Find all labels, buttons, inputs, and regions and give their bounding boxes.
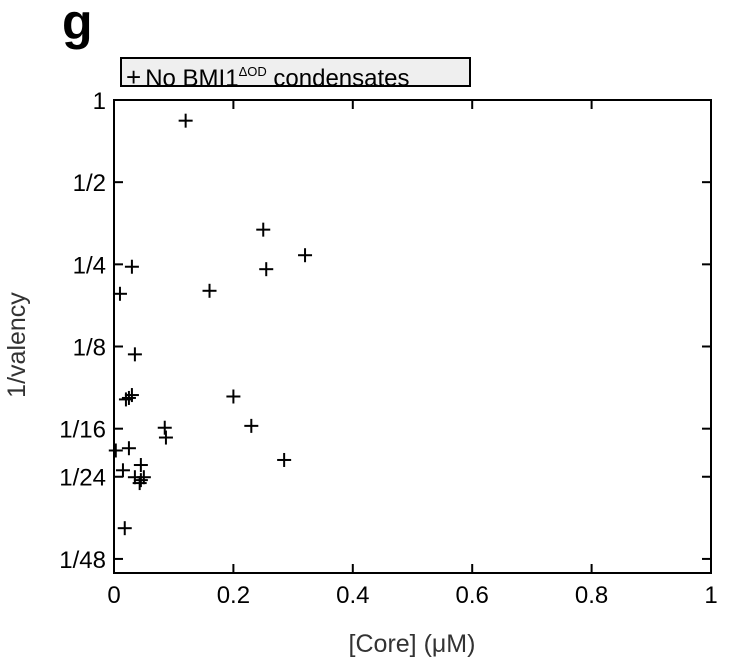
legend-superscript: ΔOD [238,64,267,79]
data-point [158,430,173,445]
y-tick-label: 1/24 [59,465,106,492]
legend-text: No BMI1 [145,65,239,92]
data-point [244,418,259,433]
legend-box: + No BMI1ΔOD condensates [120,57,471,92]
data-point [115,463,130,478]
y-tick-label: 1/2 [73,170,106,197]
x-tick-label: 0.6 [456,582,489,609]
data-point [178,113,193,128]
y-tick-label: 1/48 [59,547,106,574]
panel-label: g [62,0,93,50]
data-point [259,262,274,277]
data-point [121,441,136,456]
y-tick-label: 1 [93,88,106,115]
x-tick-label: 0.2 [217,582,250,609]
y-tick-label: 1/16 [59,417,106,444]
data-point [117,521,132,536]
data-points [108,113,313,536]
data-point [133,458,148,473]
data-point [277,452,292,467]
data-point [157,420,172,435]
x-tick-label: 0.4 [336,582,369,609]
plot-area [113,99,712,574]
axis-ticks [113,99,712,573]
data-point [298,248,313,263]
data-point [133,473,148,488]
data-point [226,389,241,404]
data-point [256,222,271,237]
data-point [127,347,142,362]
legend-text-end: condensates [266,65,410,92]
data-point [112,286,127,301]
x-tick-label: 1 [704,582,717,609]
axis-tick-labels: 0 0.2 0.4 0.6 0.8 1 1 1/2 1/4 1/8 1/16 1/24 1/48 [59,88,717,609]
data-point [124,259,139,274]
data-point [132,476,147,491]
data-point [202,283,217,298]
y-tick-label: 1/4 [73,252,106,279]
data-point [108,443,123,458]
data-point [118,392,133,407]
legend-marker: + [126,62,142,92]
data-point [121,390,136,405]
y-tick-label: 1/8 [73,335,106,362]
x-axis-label: [Core] (μM) [349,630,476,658]
y-axis-label: 1/valency [3,292,31,398]
x-tick-label: 0 [107,582,120,609]
x-tick-label: 0.8 [575,582,608,609]
